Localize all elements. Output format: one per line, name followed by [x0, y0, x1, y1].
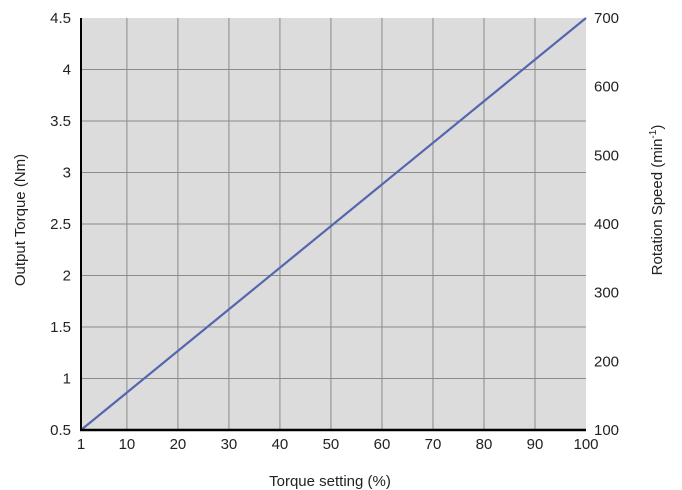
x-tick-label: 30: [221, 436, 238, 453]
y-tick-label: 2.5: [50, 216, 71, 233]
y-axis-title: Output Torque (Nm): [12, 154, 29, 286]
y2-axis-title-suffix: ): [649, 125, 666, 130]
y2-tick-label: 400: [594, 216, 619, 233]
grid: [81, 18, 586, 430]
y-tick-label: 4: [63, 62, 71, 79]
y2-axis-title: Rotation Speed (min-1): [648, 125, 666, 276]
y-tick-label: 4.5: [50, 10, 71, 27]
y2-tick-label: 100: [594, 422, 619, 439]
x-tick-label: 10: [119, 436, 136, 453]
x-tick-label: 70: [425, 436, 442, 453]
series-line: [80, 17, 587, 431]
y2-axis-title-superscript: -1: [648, 129, 659, 138]
y2-tick-label: 700: [594, 10, 619, 27]
y-tick-label: 1.5: [50, 319, 71, 336]
y2-tick-label: 200: [594, 353, 619, 370]
x-tick-label: 50: [323, 436, 340, 453]
y2-tick-label: 600: [594, 79, 619, 96]
y2-tick-label: 300: [594, 285, 619, 302]
y-tick-label: 3: [63, 165, 71, 182]
x-tick-label: 100: [573, 436, 598, 453]
y-tick-label: 1: [63, 371, 71, 388]
x-tick-label: 80: [476, 436, 493, 453]
x-tick-label: 90: [527, 436, 544, 453]
series-layer: [80, 17, 587, 431]
x-axis-title: Torque setting (%): [269, 473, 391, 490]
x-tick-label: 40: [272, 436, 289, 453]
axes: [80, 18, 586, 432]
y2-tick-label: 500: [594, 147, 619, 164]
y-tick-label: 2: [63, 268, 71, 285]
y2-axis-title-prefix: Rotation Speed (min: [649, 139, 666, 276]
y-tick-label: 3.5: [50, 113, 71, 130]
x-tick-label: 1: [77, 436, 85, 453]
y-tick-label: 0.5: [50, 422, 71, 439]
tick-labels: 1 10 20 30 40 50 60 70 80 90 100 0.5 1 1.5 2 2.5 3 3.5 4 4.…: [50, 10, 619, 453]
x-tick-label: 20: [170, 436, 187, 453]
x-tick-label: 60: [374, 436, 391, 453]
